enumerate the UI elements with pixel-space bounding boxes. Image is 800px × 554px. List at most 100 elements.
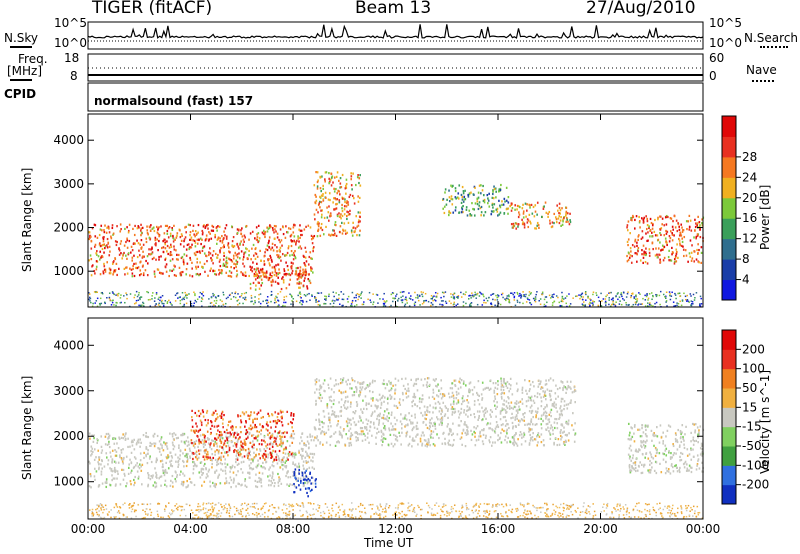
echo-cell xyxy=(278,256,281,260)
echo-cell xyxy=(253,443,255,446)
echo-cell xyxy=(457,197,460,200)
echo-speck xyxy=(640,303,642,305)
echo-cell xyxy=(157,268,160,271)
echo-speck xyxy=(158,302,160,305)
echo-cell xyxy=(637,235,640,238)
echo-cell xyxy=(279,255,282,259)
echo-cell xyxy=(230,271,233,274)
echo-speck xyxy=(686,299,689,301)
echo-cell xyxy=(312,460,314,463)
echo-cell xyxy=(100,451,103,454)
echo-speck xyxy=(633,297,635,300)
echo-cell xyxy=(247,471,249,474)
echo-cell xyxy=(261,267,264,271)
echo-speck xyxy=(288,503,290,505)
echo-cell xyxy=(198,250,201,253)
echo-cell xyxy=(219,251,221,254)
echo-cell xyxy=(306,440,309,443)
echo-speck xyxy=(499,303,502,306)
echo-speck xyxy=(470,305,472,307)
echo-cell xyxy=(187,243,190,246)
echo-speck xyxy=(673,512,676,515)
echo-cell xyxy=(191,425,194,428)
echo-cell xyxy=(482,199,485,203)
echo-cell xyxy=(259,268,262,271)
echo-cell xyxy=(133,483,135,487)
echo-speck xyxy=(392,292,395,295)
echo-cell xyxy=(111,461,113,464)
echo-speck xyxy=(383,303,385,306)
echo-cell xyxy=(106,443,109,446)
echo-speck xyxy=(325,295,328,298)
echo-cell xyxy=(172,485,174,488)
echo-cell xyxy=(248,238,250,241)
echo-cell xyxy=(109,484,112,487)
echo-speck xyxy=(275,511,278,513)
echo-cell xyxy=(275,422,278,425)
echo-cell xyxy=(280,421,283,424)
echo-cell xyxy=(222,443,225,446)
echo-cell xyxy=(285,446,287,449)
echo-cell xyxy=(112,232,115,235)
echo-speck xyxy=(335,513,337,516)
echo-cell xyxy=(218,268,220,272)
echo-cell xyxy=(294,472,296,475)
echo-speck xyxy=(430,512,433,515)
echo-cell xyxy=(569,212,571,215)
echo-cell xyxy=(255,435,257,438)
echo-cell xyxy=(191,419,194,422)
echo-cell xyxy=(105,231,108,234)
echo-speck xyxy=(589,304,591,307)
echo-cell xyxy=(91,264,94,267)
echo-cell xyxy=(343,208,346,211)
echo-speck xyxy=(229,507,232,509)
echo-cell xyxy=(105,478,108,481)
echo-cell xyxy=(356,176,359,179)
echo-cell xyxy=(626,254,628,258)
echo-cell xyxy=(542,207,545,210)
echo-cell xyxy=(265,455,267,458)
echo-cell xyxy=(124,227,126,231)
echo-speck xyxy=(323,517,325,519)
echo-cell xyxy=(531,380,534,384)
echo-cell xyxy=(174,238,176,241)
echo-cell xyxy=(252,420,254,423)
echo-cell xyxy=(202,433,204,436)
echo-speck xyxy=(390,304,392,307)
echo-speck xyxy=(606,294,609,296)
echo-speck xyxy=(472,517,475,520)
echo-cell xyxy=(242,273,244,276)
echo-cell xyxy=(179,235,182,239)
echo-cell xyxy=(348,195,351,199)
echo-cell xyxy=(345,182,348,186)
echo-cell xyxy=(556,204,558,207)
echo-speck xyxy=(611,303,613,306)
echo-cell xyxy=(631,255,633,258)
echo-speck xyxy=(644,503,647,505)
echo-cell xyxy=(675,219,678,222)
echo-cell xyxy=(315,199,318,202)
echo-cell xyxy=(177,456,179,459)
echo-speck xyxy=(560,300,563,303)
echo-cell xyxy=(236,253,239,256)
echo-cell xyxy=(464,189,466,192)
echo-speck xyxy=(561,291,563,294)
echo-speck xyxy=(488,296,490,299)
echo-speck xyxy=(520,294,523,296)
echo-cell xyxy=(203,245,206,248)
echo-speck xyxy=(597,304,600,307)
echo-speck xyxy=(577,517,579,519)
echo-speck xyxy=(433,295,435,297)
echo-speck xyxy=(299,509,301,512)
echo-speck xyxy=(278,516,281,519)
echo-cell xyxy=(697,243,699,246)
echo-cell xyxy=(669,259,672,262)
echo-cell xyxy=(351,433,354,437)
echo-speck xyxy=(474,291,476,294)
echo-cell xyxy=(252,459,254,462)
echo-speck xyxy=(302,503,304,505)
echo-cell xyxy=(329,215,331,218)
echo-cell xyxy=(274,425,277,428)
echo-speck xyxy=(485,297,488,300)
noise-sky-line xyxy=(87,24,704,39)
